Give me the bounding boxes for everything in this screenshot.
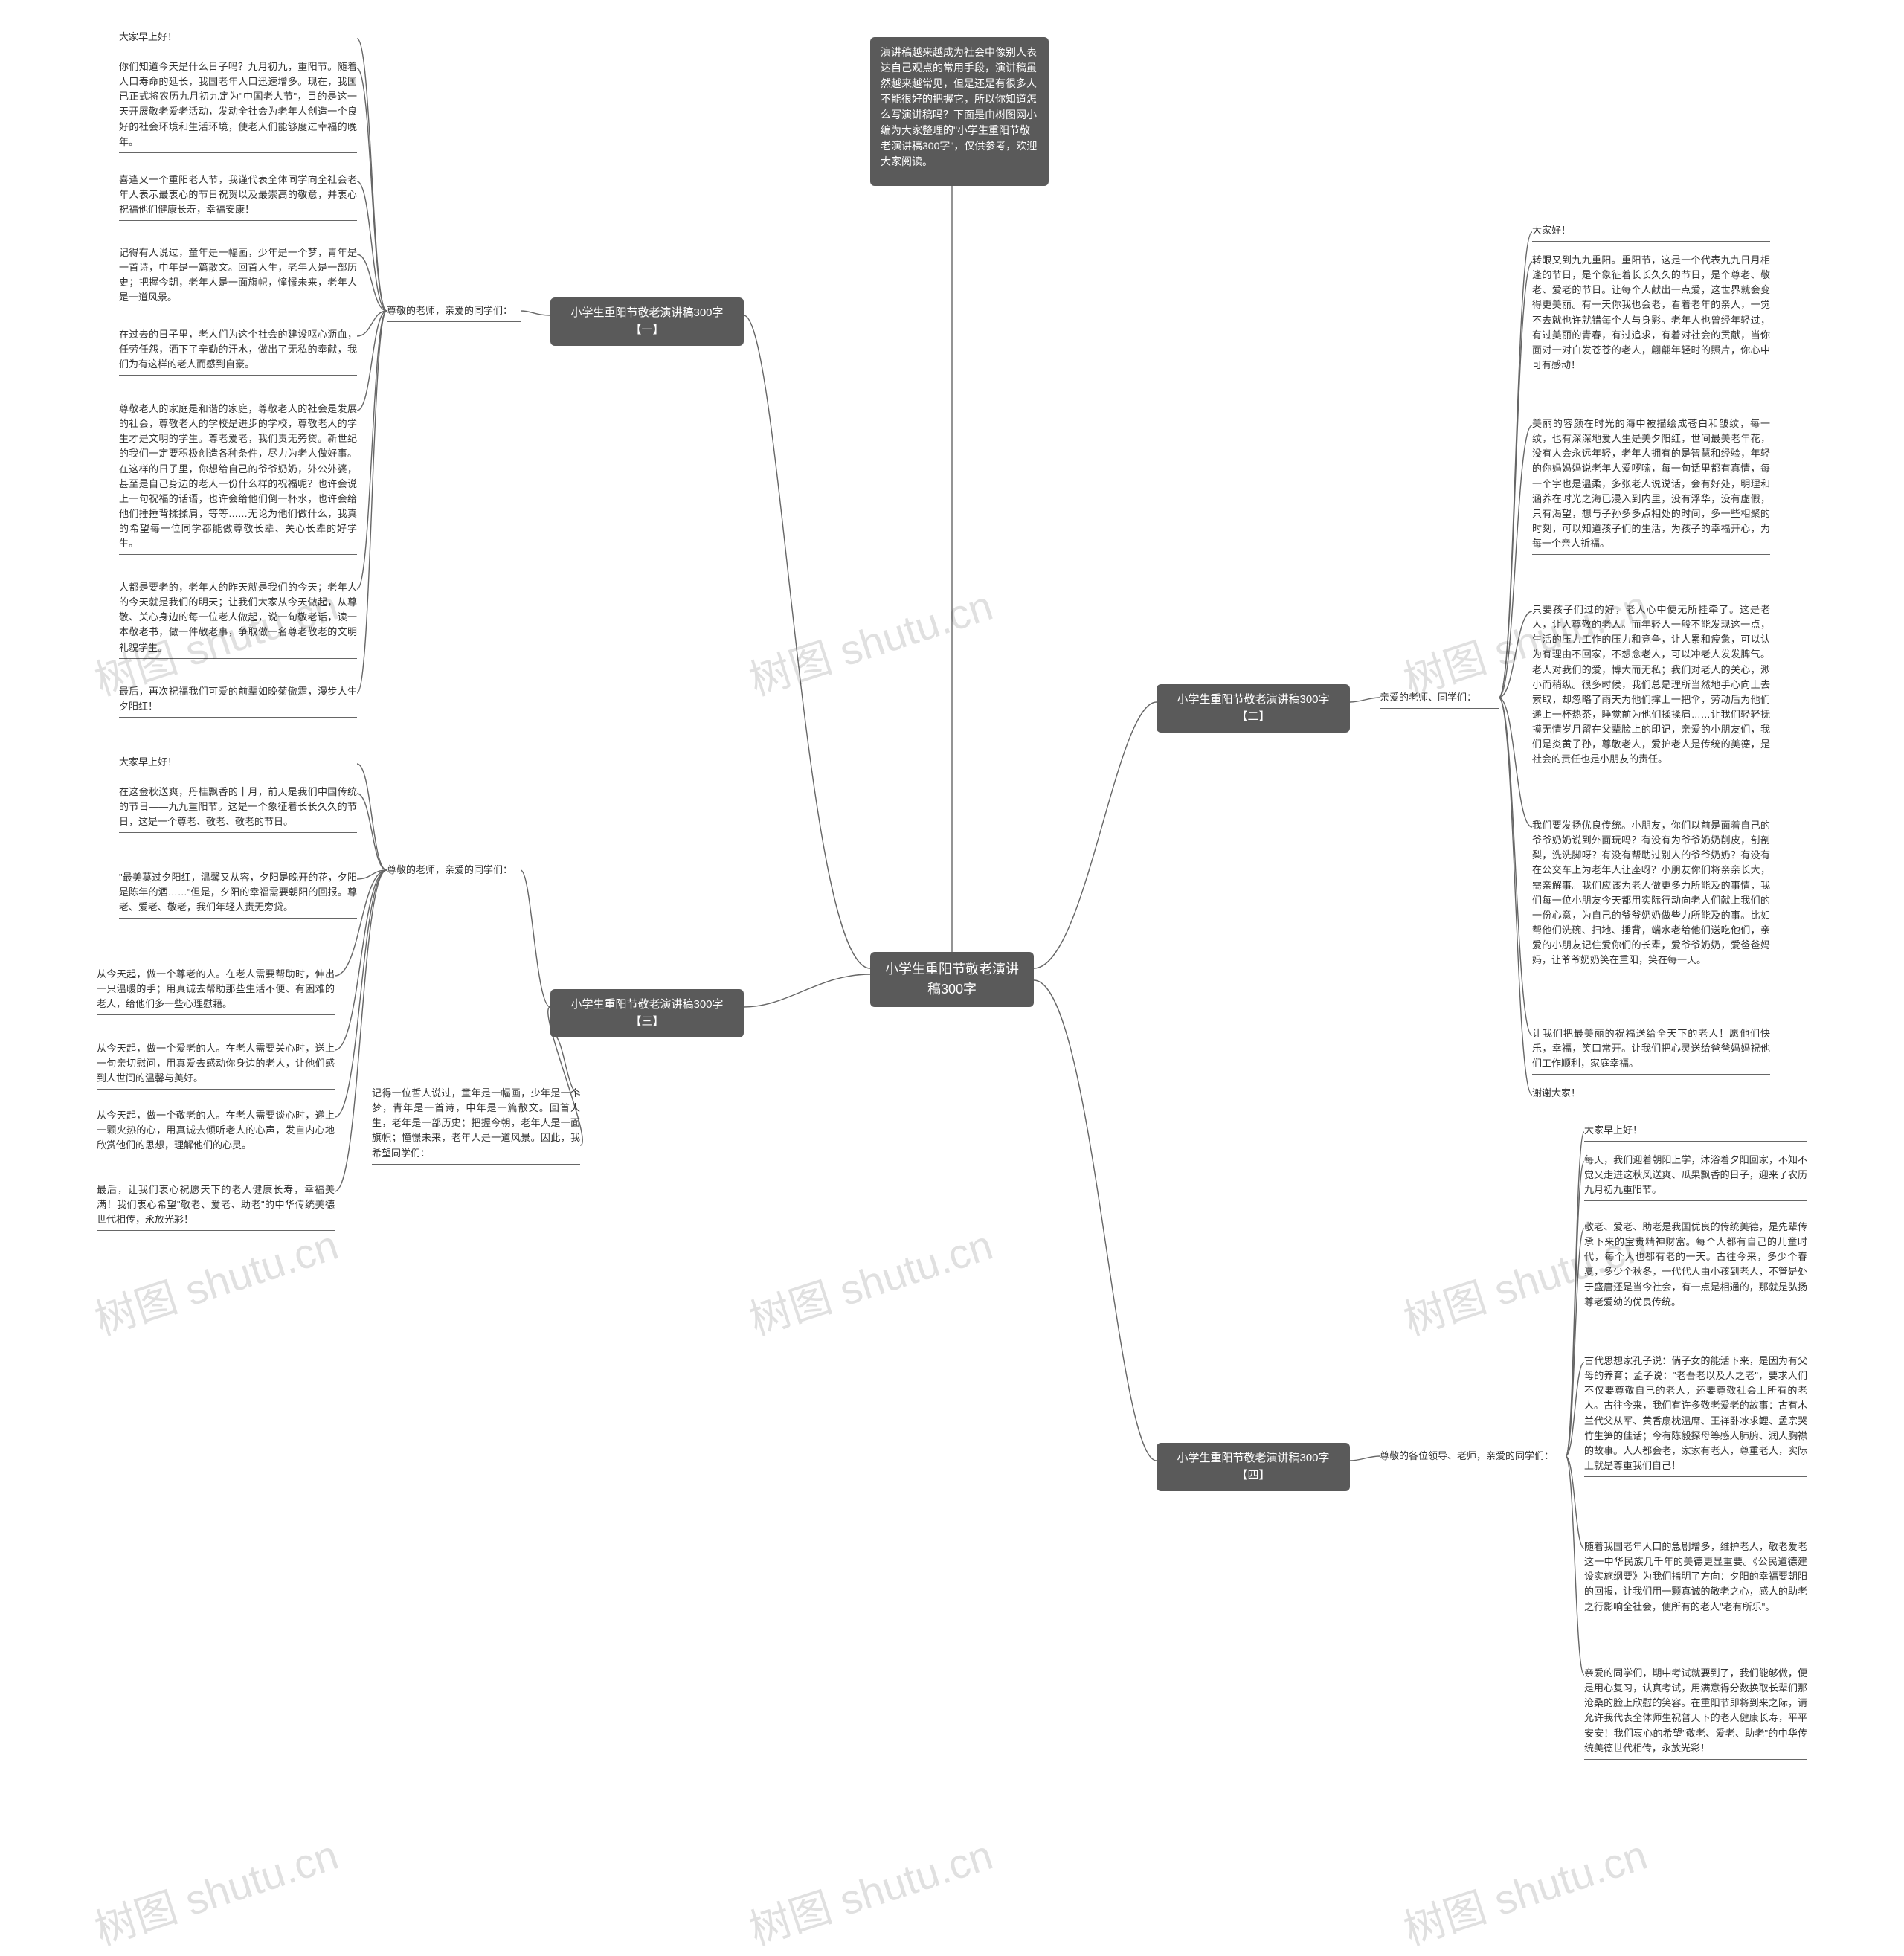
edge bbox=[1499, 698, 1532, 1035]
branch-node-b1: 小学生重阳节敬老演讲稿300字【一】 bbox=[550, 297, 744, 346]
leaf-b1-0-3: 记得有人说过，童年是一幅画，少年是一个梦，青年是一首诗，中年是一篇散文。回首人生… bbox=[119, 245, 357, 309]
edge bbox=[1566, 1132, 1584, 1456]
edge bbox=[357, 764, 387, 870]
leaf-b3-0-2: "最美莫过夕阳红，温馨又从容，夕阳是晚开的花，夕阳是陈年的酒……"但是，夕阳的幸… bbox=[119, 870, 357, 919]
leaf-b2-0-3: 只要孩子们过的好，老人心中便无所挂牵了。这是老人，让人尊敬的老人。而年轻人一般不… bbox=[1532, 602, 1770, 771]
edge bbox=[357, 181, 387, 311]
branch-node-b4: 小学生重阳节敬老演讲稿300字【四】 bbox=[1157, 1443, 1350, 1491]
branch-node-b2: 小学生重阳节敬老演讲稿300字【二】 bbox=[1157, 684, 1350, 733]
edge bbox=[1499, 698, 1532, 1095]
branch-sub-b4: 尊敬的各位领导、老师，亲爱的同学们： bbox=[1380, 1449, 1566, 1467]
watermark: 树图 shutu.cn bbox=[741, 1212, 1000, 1348]
edge bbox=[357, 311, 387, 589]
edge bbox=[357, 311, 387, 336]
leaf-b1-0-7: 最后，再次祝福我们可爱的前辈如晚菊傲霜，漫步人生夕阳红！ bbox=[119, 684, 357, 718]
leaf-b2-0-4: 我们要发扬优良传统。小朋友，你们以前是面着自己的爷爷奶奶说到外面玩吗？有没有为爷… bbox=[1532, 818, 1770, 971]
leaf-b3-0-1: 在这金秋送爽，丹桂飘香的十月，前天是我们中国传统的节日——九九重阳节。这是一个象… bbox=[119, 785, 357, 833]
leaf-b3-0-3: 从今天起，做一个尊老的人。在老人需要帮助时，伸出一只温暖的手；用真诚去帮助那些生… bbox=[97, 967, 335, 1015]
edge bbox=[357, 254, 387, 311]
edge bbox=[521, 311, 550, 315]
mindmap-canvas: 小学生重阳节敬老演讲稿300字 演讲稿越来越成为社会中像别人表达自己观点的常用手… bbox=[0, 0, 1904, 1956]
edge bbox=[744, 315, 870, 968]
leaf-b3-0-6: 最后，让我们衷心祝愿天下的老人健康长寿，幸福美满！我们衷心希望"敬老、爱老、助老… bbox=[97, 1183, 335, 1231]
edge bbox=[357, 311, 387, 693]
edge bbox=[1499, 262, 1532, 698]
leaf-b3-1-0: 记得一位哲人说过，童年是一幅画，少年是一个梦，青年是一首诗，中年是一篇散文。回首… bbox=[372, 1086, 580, 1165]
leaf-b3-0-4: 从今天起，做一个爱老的人。在老人需要关心时，送上一句亲切慰问，用真爱去感动你身边… bbox=[97, 1041, 335, 1090]
leaf-b1-0-0: 大家早上好！ bbox=[119, 30, 357, 48]
leaf-b2-0-6: 谢谢大家！ bbox=[1532, 1086, 1770, 1104]
edge bbox=[357, 39, 387, 311]
edge bbox=[1350, 1456, 1380, 1461]
watermark: 树图 shutu.cn bbox=[1395, 1822, 1654, 1956]
leaf-b4-0-3: 古代思想家孔子说：倘子女的能活下来，是因为有父母的养育；孟子说："老吾老以及人之… bbox=[1584, 1354, 1807, 1477]
edge bbox=[357, 68, 387, 311]
edge bbox=[1499, 611, 1532, 698]
branch-sub-b3: 尊敬的老师，亲爱的同学们： bbox=[387, 863, 521, 881]
leaf-b3-0-5: 从今天起，做一个敬老的人。在老人需要谈心时，递上一颗火热的心，用真诚去倾听老人的… bbox=[97, 1108, 335, 1156]
edge bbox=[357, 870, 387, 879]
leaf-b1-0-2: 喜逢又一个重阳老人节，我谨代表全体同学向全社会老年人表示最衷心的节日祝贺以及最崇… bbox=[119, 173, 357, 221]
leaf-b4-0-4: 随着我国老年人口的急剧增多，维护老人，敬老爱老这一中华民族几千年的美德更显重要。… bbox=[1584, 1540, 1807, 1618]
edge bbox=[1566, 1229, 1584, 1456]
leaf-b4-0-2: 敬老、爱老、助老是我国优良的传统美德，是先辈传承下来的宝贵精神财富。每个人都有自… bbox=[1584, 1220, 1807, 1313]
edge bbox=[1499, 698, 1532, 827]
leaf-b4-0-1: 每天，我们迎着朝阳上学，沐浴着夕阳回家，不知不觉又走进这秋风送爽、瓜果飘香的日子… bbox=[1584, 1153, 1807, 1201]
edge bbox=[744, 974, 870, 1007]
leaf-b1-0-1: 你们知道今天是什么日子吗？九月初九，重阳节。随着人口寿命的延长，我国老年人口迅速… bbox=[119, 59, 357, 153]
edge bbox=[1566, 1363, 1584, 1456]
edge bbox=[1566, 1456, 1584, 1675]
watermark: 树图 shutu.cn bbox=[741, 573, 1000, 708]
leaf-b1-0-5: 尊敬老人的家庭是和谐的家庭，尊敬老人的社会是发展的社会，尊敬老人的学校是进步的学… bbox=[119, 402, 357, 555]
edge bbox=[1034, 980, 1157, 1461]
edge bbox=[521, 870, 550, 1007]
branch-node-b3: 小学生重阳节敬老演讲稿300字【三】 bbox=[550, 989, 744, 1037]
leaf-b4-0-5: 亲爱的同学们，期中考试就要到了，我们能够做，便是用心复习，认真考试，用满意得分数… bbox=[1584, 1666, 1807, 1760]
leaf-b2-0-5: 让我们把最美丽的祝福送给全天下的老人！愿他们快乐，幸福，笑口常开。让我们把心灵送… bbox=[1532, 1026, 1770, 1075]
edge bbox=[1499, 232, 1532, 698]
branch-sub-b1: 尊敬的老师，亲爱的同学们： bbox=[387, 303, 521, 322]
watermark: 树图 shutu.cn bbox=[741, 1822, 1000, 1956]
edge bbox=[357, 311, 387, 411]
leaf-b2-0-0: 大家好！ bbox=[1532, 223, 1770, 242]
watermark: 树图 shutu.cn bbox=[86, 1212, 345, 1348]
edge bbox=[357, 794, 387, 870]
edge bbox=[1566, 1456, 1584, 1548]
edge bbox=[1034, 702, 1157, 968]
branch-sub-b2: 亲爱的老师、同学们： bbox=[1380, 690, 1499, 709]
leaf-b2-0-2: 美丽的容颜在时光的海中被描绘成苍白和皱纹，每一纹，也有深深地爱人生是美夕阳红，世… bbox=[1532, 416, 1770, 555]
center-node: 小学生重阳节敬老演讲稿300字 bbox=[870, 952, 1034, 1007]
leaf-b1-0-6: 人都是要老的，老年人的昨天就是我们的今天；老年人的今天就是我们的明天；让我们大家… bbox=[119, 580, 357, 659]
edge bbox=[1499, 425, 1532, 698]
leaf-b1-0-4: 在过去的日子里，老人们为这个社会的建设呕心沥血，任劳任怨，洒下了辛勤的汗水，做出… bbox=[119, 327, 357, 376]
watermark: 树图 shutu.cn bbox=[86, 1822, 345, 1956]
leaf-b3-0-0: 大家早上好！ bbox=[119, 755, 357, 773]
edge bbox=[1350, 698, 1380, 702]
leaf-b4-0-0: 大家早上好！ bbox=[1584, 1123, 1807, 1142]
edge bbox=[1566, 1162, 1584, 1456]
intro-block: 演讲稿越来越成为社会中像别人表达自己观点的常用手段，演讲稿虽然越来越常见，但是还… bbox=[870, 37, 1049, 186]
leaf-b2-0-1: 转眼又到九九重阳。重阳节，这是一个代表九九日月相逢的节日，是个象征着长长久久的节… bbox=[1532, 253, 1770, 376]
